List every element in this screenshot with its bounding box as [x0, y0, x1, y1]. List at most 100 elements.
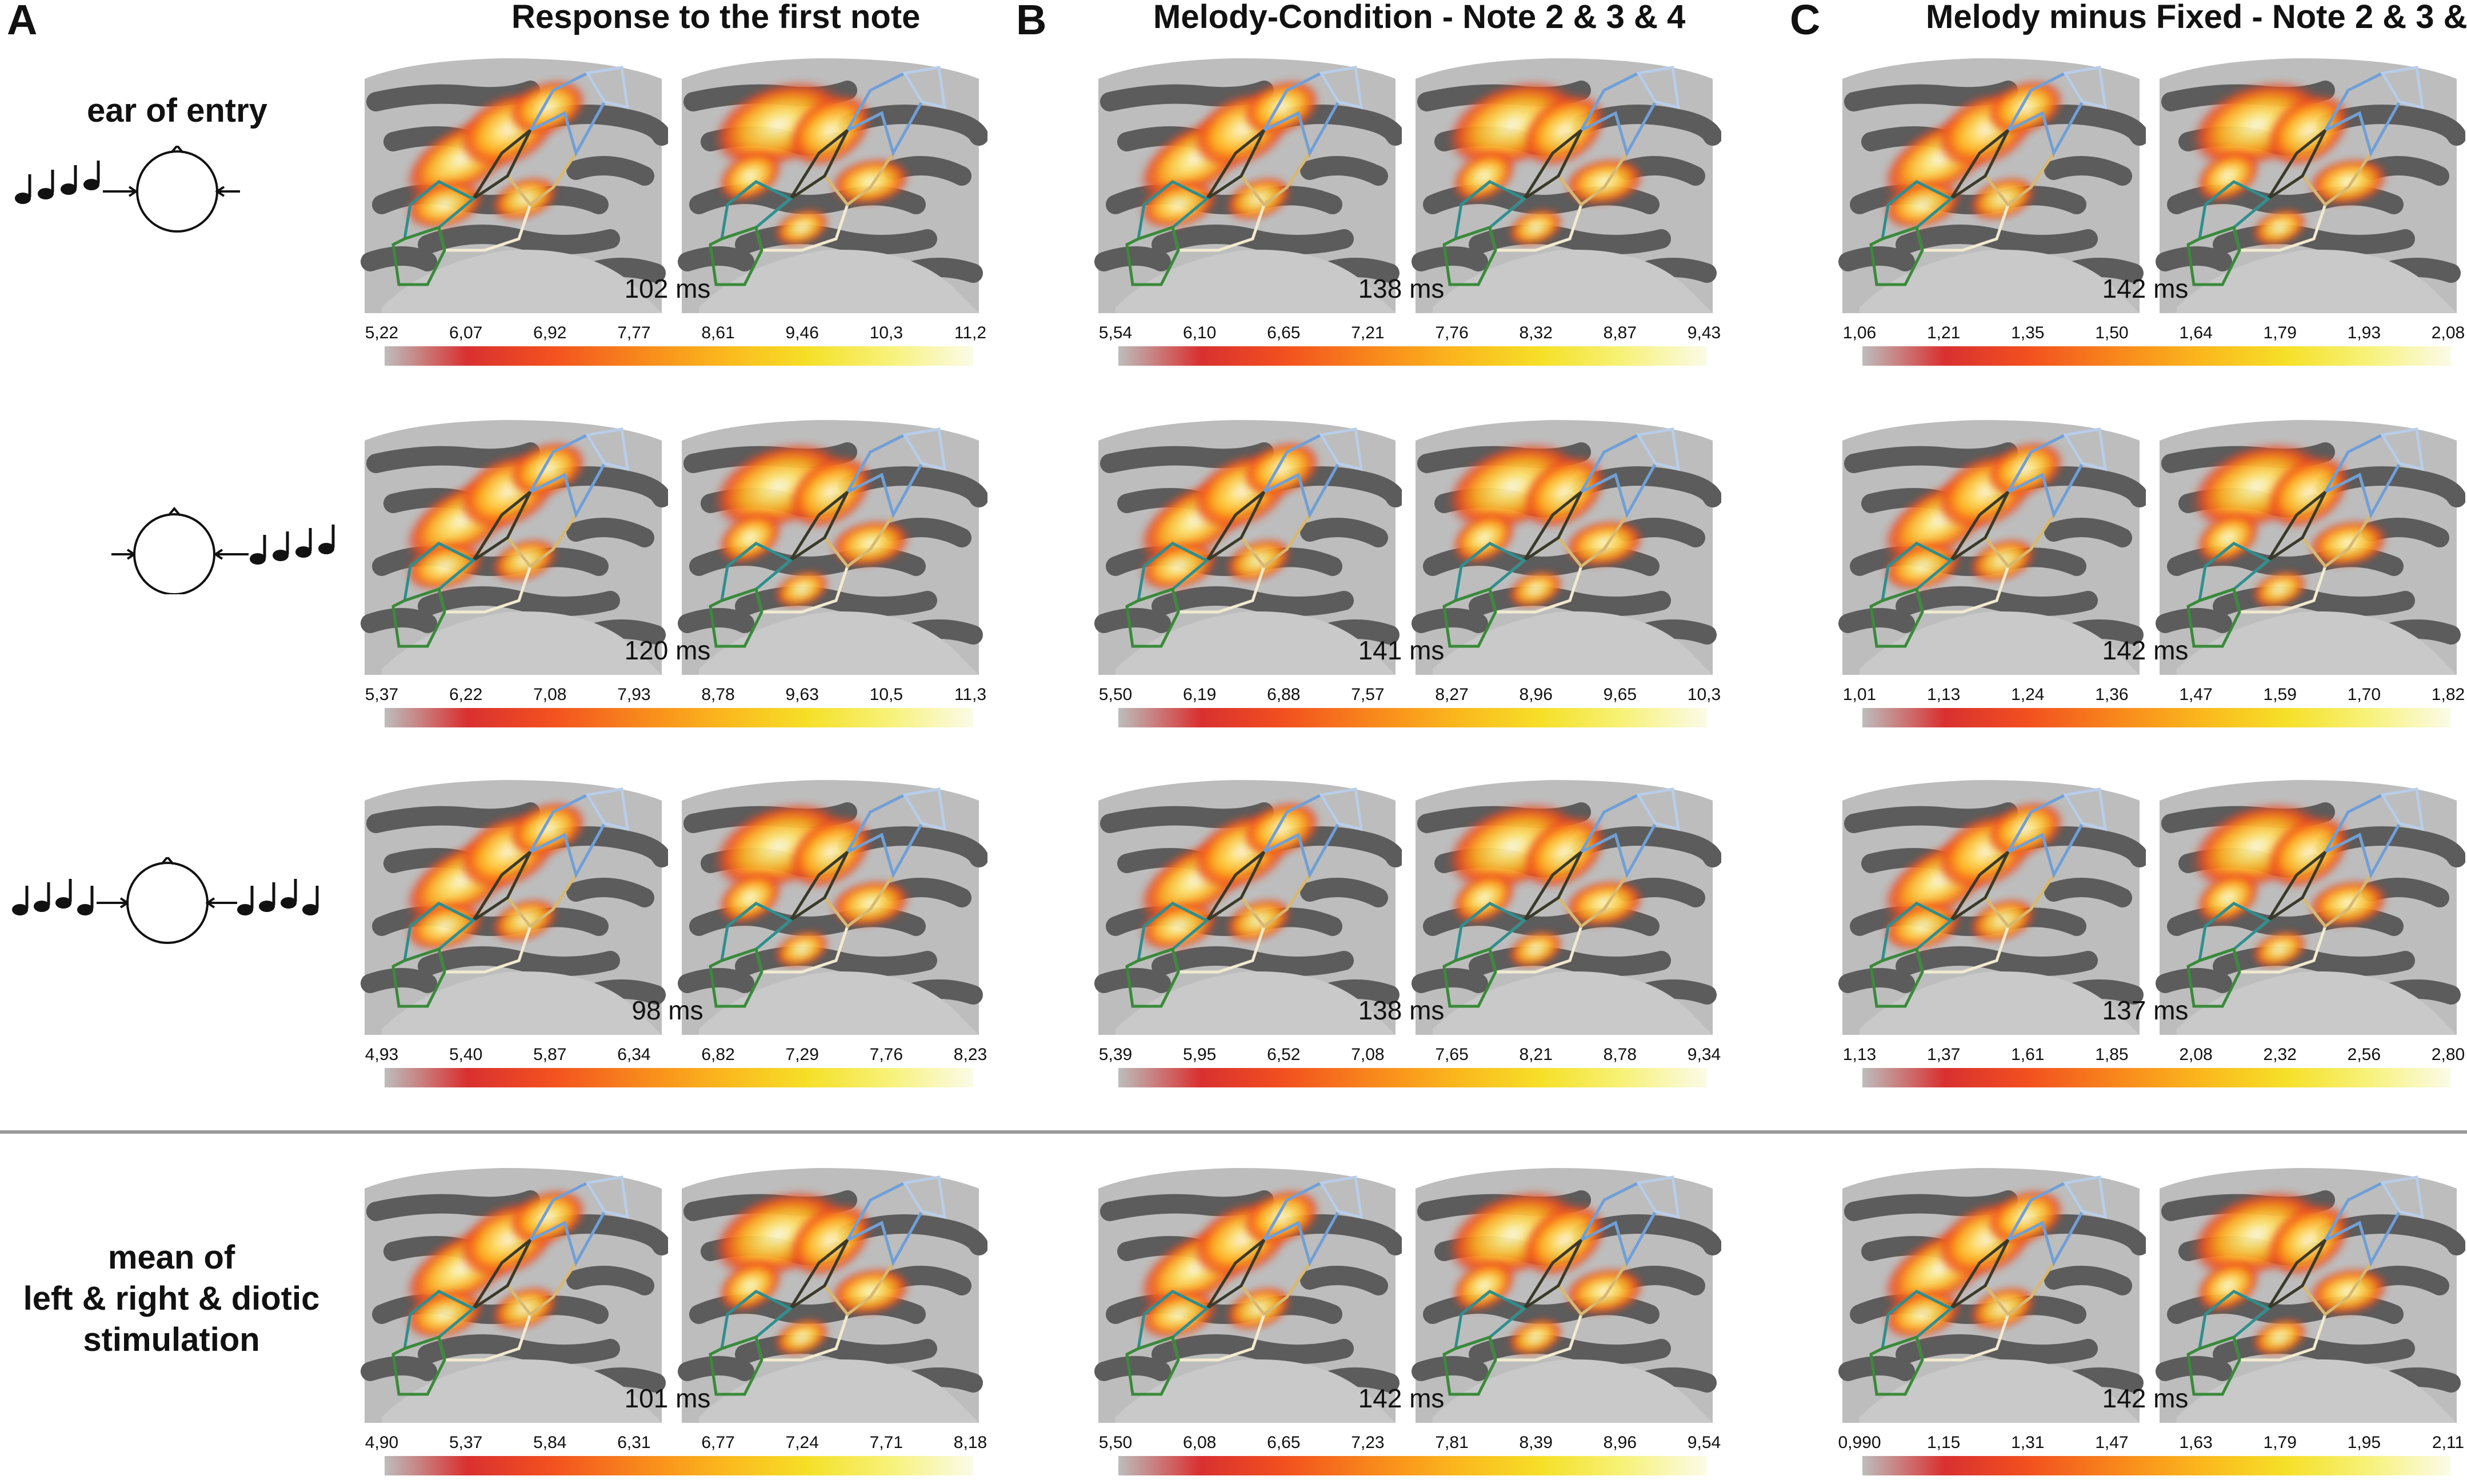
colorbar-tick-label: 6,77 — [701, 1433, 735, 1452]
colorbar-tick-label: 1,95 — [2347, 1433, 2381, 1452]
latency-label-r3-c1: 98 ms — [631, 995, 703, 1025]
colorbar-tick-label: 1,79 — [2263, 1433, 2297, 1452]
colorbar-tick-label: 1,06 — [1842, 323, 1877, 342]
colorbar-ticks-r1-c1: 5,22 6,07 6,92 7,77 8,61 9,46 10,3 11,2 — [359, 323, 987, 343]
colorbar-tick-label: 1,59 — [2263, 685, 2297, 704]
latency-label-r4-c3: 142 ms — [2102, 1383, 2189, 1413]
colorbar-tick-label: 8,32 — [1519, 323, 1553, 342]
colorbar-ticks-r4-c3: 0,990 1,15 1,31 1,47 1,63 1,79 1,95 2,11 — [1837, 1433, 2465, 1453]
brain-map-r3-c1 — [359, 778, 987, 1035]
panel-letter-b: B — [1016, 0, 1047, 43]
colorbar-tick-label: 9,46 — [785, 323, 819, 342]
brain-map-r2-c2 — [1093, 418, 1721, 675]
colorbar-r4-c3 — [1862, 1456, 2451, 1475]
colorbar-tick-label: 5,87 — [533, 1045, 567, 1064]
colorbar-tick-label: 7,65 — [1435, 1045, 1469, 1064]
colorbar-tick-label: 1,63 — [2179, 1433, 2213, 1452]
colorbar-tick-label: 10,3 — [869, 323, 903, 342]
latency-label-r1-c2: 138 ms — [1358, 274, 1445, 303]
section-divider — [0, 1130, 2467, 1134]
brain-map-r4-c3 — [1837, 1166, 2465, 1423]
colorbar-tick-label: 1,01 — [1842, 685, 1877, 704]
colorbar-tick-label: 8,23 — [953, 1045, 987, 1064]
colorbar-tick-label: 1,13 — [1926, 685, 1961, 704]
colorbar-tick-label: 1,24 — [2011, 685, 2045, 704]
colorbar-tick-label: 6,65 — [1267, 323, 1301, 342]
colorbar-r3-c2 — [1118, 1068, 1707, 1087]
colorbar-tick-label: 8,96 — [1603, 1433, 1637, 1452]
colorbar-tick-label: 11,3 — [954, 685, 987, 704]
colorbar-r3-c3 — [1862, 1068, 2451, 1087]
brain-map-r2-c1 — [359, 418, 987, 675]
colorbar-ticks-r3-c3: 1,13 1,37 1,61 1,85 2,08 2,32 2,56 2,80 — [1837, 1045, 2465, 1065]
latency-label-r2-c1: 120 ms — [624, 635, 711, 665]
colorbar-tick-label: 9,34 — [1687, 1045, 1721, 1064]
colorbar-ticks-r2-c1: 5,37 6,22 7,08 7,93 8,78 9,63 10,5 11,3 — [359, 685, 987, 705]
colorbar-tick-label: 8,21 — [1519, 1045, 1553, 1064]
colorbar-tick-label: 7,23 — [1351, 1433, 1385, 1452]
colorbar-r3-c1 — [385, 1068, 973, 1087]
latency-label-r1-c3: 142 ms — [2102, 274, 2189, 303]
colorbar-tick-label: 7,21 — [1351, 323, 1385, 342]
colorbar-tick-label: 8,27 — [1435, 685, 1469, 704]
colorbar-tick-label: 7,57 — [1351, 685, 1385, 704]
colorbar-tick-label: 8,61 — [701, 323, 735, 342]
colorbar-tick-label: 1,47 — [2095, 1433, 2129, 1452]
colorbar-tick-label: 7,76 — [869, 1045, 903, 1064]
colorbar-tick-label: 1,50 — [2095, 323, 2129, 342]
colorbar-tick-label: 1,31 — [2011, 1433, 2045, 1452]
colorbar-tick-label: 10,3 — [1687, 685, 1721, 704]
colorbar-ticks-r4-c1: 4,90 5,37 5,84 6,31 6,77 7,24 7,71 8,18 — [359, 1433, 987, 1453]
colorbar-tick-label: 4,93 — [365, 1045, 399, 1064]
colorbar-tick-label: 5,84 — [533, 1433, 567, 1452]
colorbar-tick-label: 6,52 — [1267, 1045, 1301, 1064]
colorbar-ticks-r3-c1: 4,93 5,40 5,87 6,34 6,82 7,29 7,76 8,23 — [359, 1045, 987, 1065]
colorbar-tick-label: 1,61 — [2011, 1045, 2045, 1064]
colorbar-tick-label: 6,10 — [1182, 323, 1217, 342]
colorbar-tick-label: 1,21 — [1926, 323, 1961, 342]
panel-letter-a: A — [7, 0, 38, 43]
colorbar-tick-label: 8,78 — [701, 685, 735, 704]
panel-title-c: Melody minus Fixed - Note 2 & 3 & 4 — [1926, 0, 2467, 35]
colorbar-ticks-r3-c2: 5,39 5,95 6,52 7,08 7,65 8,21 8,78 9,34 — [1093, 1045, 1721, 1065]
latency-label-r2-c3: 142 ms — [2102, 635, 2189, 665]
colorbar-tick-label: 1,64 — [2179, 323, 2213, 342]
latency-label-r2-c2: 141 ms — [1358, 635, 1445, 665]
colorbar-tick-label: 5,40 — [449, 1045, 483, 1064]
colorbar-tick-label: 1,47 — [2179, 685, 2213, 704]
colorbar-tick-label: 8,78 — [1603, 1045, 1637, 1064]
colorbar-tick-label: 1,85 — [2095, 1045, 2129, 1064]
colorbar-ticks-r2-c2: 5,50 6,19 6,88 7,57 8,27 8,96 9,65 10,3 — [1093, 685, 1721, 705]
colorbar-tick-label: 6,88 — [1267, 685, 1301, 704]
colorbar-ticks-r1-c3: 1,06 1,21 1,35 1,50 1,64 1,79 1,93 2,08 — [1837, 323, 2465, 343]
diotic-stimulation-icon — [9, 855, 329, 951]
colorbar-ticks-r1-c2: 5,54 6,10 6,65 7,21 7,76 8,32 8,87 9,43 — [1093, 323, 1721, 343]
colorbar-tick-label: 6,65 — [1267, 1433, 1301, 1452]
brain-map-r2-c3 — [1837, 418, 2465, 675]
colorbar-ticks-r4-c2: 5,50 6,08 6,65 7,23 7,81 8,39 8,96 9,54 — [1093, 1433, 1721, 1453]
colorbar-tick-label: 6,92 — [533, 323, 567, 342]
row-label-mean-line2: left & right & diotic — [23, 1280, 320, 1317]
colorbar-tick-label: 8,96 — [1519, 685, 1553, 704]
row-label-mean: mean of left & right & diotic stimulatio… — [11, 1237, 331, 1361]
colorbar-tick-label: 7,29 — [785, 1045, 819, 1064]
colorbar-tick-label: 6,31 — [617, 1433, 651, 1452]
colorbar-tick-label: 7,81 — [1435, 1433, 1469, 1452]
colorbar-tick-label: 9,54 — [1687, 1433, 1721, 1452]
colorbar-r1-c1 — [385, 346, 973, 366]
colorbar-tick-label: 5,37 — [365, 685, 399, 704]
colorbar-tick-label: 9,43 — [1687, 323, 1721, 342]
panel-letter-c: C — [1790, 0, 1821, 43]
colorbar-tick-label: 7,93 — [617, 685, 651, 704]
colorbar-tick-label: 6,34 — [617, 1045, 651, 1064]
brain-map-r3-c3 — [1837, 778, 2465, 1035]
colorbar-tick-label: 5,50 — [1098, 685, 1133, 704]
colorbar-tick-label: 2,11 — [2432, 1433, 2465, 1452]
colorbar-tick-label: 8,18 — [953, 1433, 987, 1452]
colorbar-tick-label: 1,15 — [1926, 1433, 1961, 1452]
panel-title-b: Melody-Condition - Note 2 & 3 & 4 — [1153, 0, 1686, 35]
colorbar-tick-label: 1,36 — [2095, 685, 2129, 704]
colorbar-tick-label: 5,50 — [1098, 1433, 1133, 1452]
colorbar-tick-label: 5,37 — [449, 1433, 483, 1452]
row-label-ear-of-entry: ear of entry — [87, 92, 267, 129]
